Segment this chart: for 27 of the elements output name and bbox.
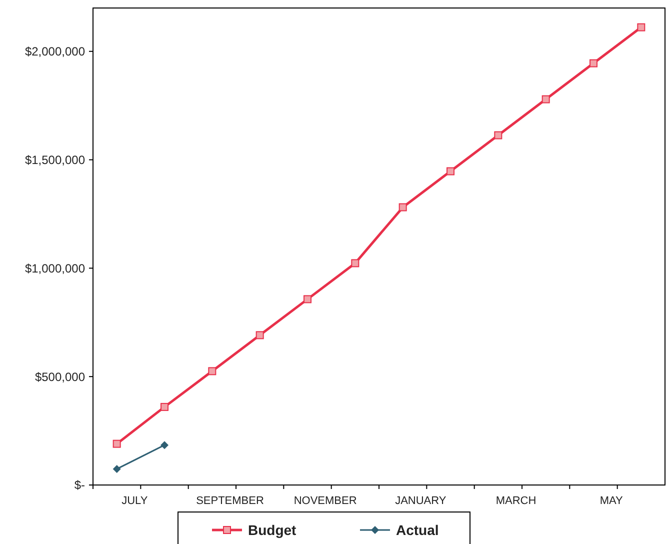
point	[208, 367, 216, 376]
y-tick-label: $1,000,000	[24, 261, 86, 276]
point	[398, 203, 407, 212]
y-tick-label: $500,000	[34, 370, 86, 384]
point	[112, 464, 121, 473]
y-tick-label: $-	[74, 478, 85, 492]
point	[351, 259, 360, 268]
point	[256, 331, 264, 340]
point	[304, 295, 312, 304]
point	[112, 440, 121, 448]
x-tick-label: MARCH	[496, 495, 536, 507]
y-tick-label: $1,500,000	[24, 152, 86, 167]
point	[542, 95, 550, 104]
x-tick-label: SEPTEMBER	[196, 495, 264, 507]
point	[446, 167, 454, 176]
point	[590, 59, 598, 68]
point	[160, 441, 168, 450]
legend-label: Budget	[248, 522, 297, 538]
legend-label: Actual	[396, 522, 439, 538]
point	[160, 402, 168, 411]
x-tick-label: NOVEMBER	[294, 495, 357, 507]
point	[494, 131, 502, 140]
point	[637, 23, 646, 32]
x-tick-label: JULY	[122, 495, 148, 507]
x-tick-label: JANUARY	[395, 495, 447, 507]
x-tick-label: MAY	[600, 495, 624, 507]
y-tick-label: $2,000,000	[24, 44, 86, 59]
